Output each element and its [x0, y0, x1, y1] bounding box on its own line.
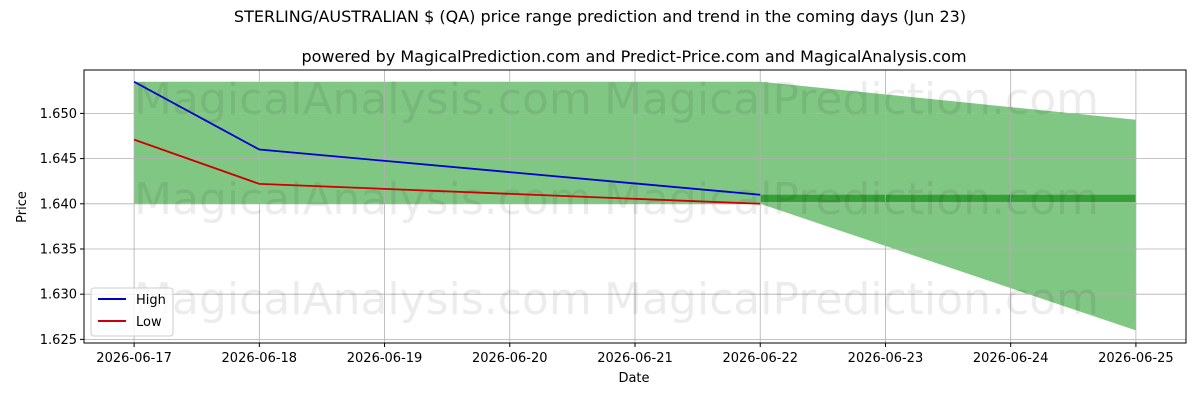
watermark-text: MagicalPrediction.com — [604, 74, 1099, 125]
y-axis-ticks: 1.625 1.630 1.635 1.640 1.645 1.650 — [40, 107, 84, 348]
x-axis-label: Date — [618, 371, 649, 386]
watermarks: MagicalAnalysis.com MagicalPrediction.com… — [134, 74, 1099, 325]
y-tick-label: 1.650 — [40, 107, 77, 122]
y-tick-label: 1.635 — [40, 242, 77, 257]
legend-high-label: High — [136, 293, 166, 308]
watermark-text: MagicalAnalysis.com — [134, 74, 592, 125]
series-line-high — [133, 80, 761, 196]
x-tick-label: 2026-06-17 — [96, 351, 172, 366]
x-axis-ticks: 2026-06-17 2026-06-18 2026-06-19 2026-06-20… — [96, 343, 1174, 366]
x-tick-label: 2026-06-21 — [597, 351, 673, 366]
x-tick-label: 2026-06-19 — [347, 351, 423, 366]
x-tick-label: 2026-06-18 — [222, 351, 298, 366]
prediction-bands — [134, 81, 1136, 331]
watermark-text: MagicalAnalysis.com — [134, 274, 592, 325]
legend-low-label: Low — [136, 315, 162, 330]
chart-title: STERLING/AUSTRALIAN $ (QA) price range p… — [234, 7, 966, 26]
x-tick-label: 2026-06-20 — [472, 351, 548, 366]
range-band-0 — [134, 81, 761, 204]
x-tick-label: 2026-06-23 — [848, 351, 924, 366]
legend: High Low — [90, 287, 174, 337]
x-tick-label: 2026-06-24 — [973, 351, 1049, 366]
y-tick-label: 1.645 — [40, 152, 77, 167]
series-line-low — [133, 138, 761, 205]
y-tick-label: 1.625 — [40, 333, 77, 348]
x-tick-label: 2026-06-25 — [1098, 351, 1174, 366]
watermark-text: MagicalAnalysis.com — [134, 174, 592, 225]
range-band-1 — [760, 81, 1136, 331]
watermark-text: MagicalPrediction.com — [604, 274, 1099, 325]
series-lines — [133, 80, 761, 205]
y-tick-label: 1.630 — [40, 288, 77, 303]
trend-bar — [760, 194, 1136, 202]
grid-lines — [84, 70, 1186, 343]
y-tick-label: 1.640 — [40, 197, 77, 212]
chart-subtitle: powered by MagicalPrediction.com and Pre… — [301, 47, 966, 66]
watermark-text: MagicalPrediction.com — [604, 174, 1099, 225]
x-tick-label: 2026-06-22 — [722, 351, 798, 366]
y-axis-label: Price — [15, 191, 30, 223]
